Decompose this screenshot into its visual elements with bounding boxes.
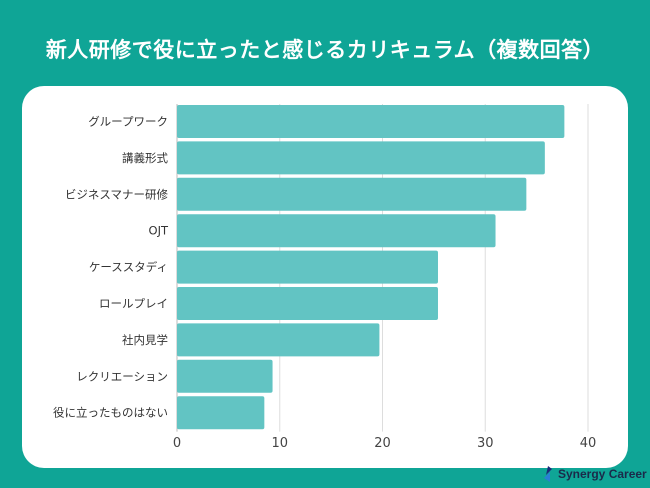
category-label: グループワーク xyxy=(88,115,168,129)
brand-name: Synergy Career xyxy=(558,467,647,481)
brand-logo: Synergy Career xyxy=(542,466,647,482)
bar xyxy=(177,141,545,175)
category-label: ケーススタディ xyxy=(89,260,168,274)
bar xyxy=(177,359,273,393)
chart-title: 新人研修で役に立ったと感じるカリキュラム（複数回答） xyxy=(45,38,605,62)
x-tick-label: 10 xyxy=(271,436,288,451)
bar xyxy=(177,250,438,284)
bar xyxy=(177,214,496,248)
synergy-logo-icon xyxy=(544,466,552,482)
category-label: レクリエーション xyxy=(76,369,168,383)
bar xyxy=(177,396,265,430)
category-label: ビジネスマナー研修 xyxy=(65,187,169,201)
category-label: 役に立ったものはない xyxy=(53,406,168,420)
bar xyxy=(177,287,438,320)
bar xyxy=(177,177,527,211)
category-label: 講義形式 xyxy=(122,151,168,165)
category-label: 社内見学 xyxy=(122,333,168,347)
bar xyxy=(177,323,380,357)
category-label: OJT xyxy=(149,224,169,238)
category-label: ロールプレイ xyxy=(99,297,168,311)
x-tick-label: 30 xyxy=(477,436,494,451)
x-tick-label: 40 xyxy=(580,436,597,451)
bar xyxy=(177,105,565,138)
x-tick-label: 20 xyxy=(374,436,391,451)
x-tick-label: 0 xyxy=(173,436,181,451)
